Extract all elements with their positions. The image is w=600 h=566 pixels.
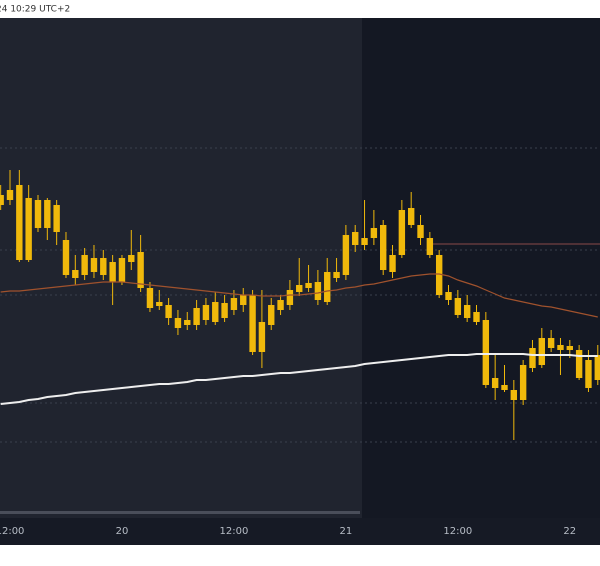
candle-body [361,238,368,245]
candle-body [454,298,462,315]
candle-body [296,285,303,292]
candle-body [16,185,23,260]
candle-body [352,232,359,245]
candle-body [435,255,443,295]
candle-body [230,298,238,310]
candle-body [90,258,98,272]
scrollbar [0,511,360,514]
candle-body [333,272,340,278]
candle-body [407,208,415,225]
candle-body [398,210,406,255]
candle-body [538,338,546,365]
candle-body [585,360,592,388]
plot-bg-right [362,18,600,518]
x-tick-label: 12:00 [443,526,472,537]
ma-line [0,353,598,405]
candle-body [491,378,499,388]
candle-body [240,295,247,305]
candle-body [184,320,191,325]
candle-body [594,355,600,380]
candle-body [109,262,116,282]
candle-body [118,258,126,282]
candle-body [156,302,163,306]
candle-body [575,350,583,378]
candle-body [128,255,135,262]
candle-body [44,200,51,228]
candle-body [221,303,228,318]
candle-body [25,198,32,260]
plot-bg-left [0,18,362,518]
candle-body [417,225,424,238]
header-bar [0,0,600,18]
candle-body [342,235,350,275]
x-tick-label: 12:00 [220,526,249,537]
candle-body [202,305,210,320]
candle-body [463,305,471,318]
candle-body [212,302,219,322]
candle-body [482,320,490,385]
candle-body [314,282,322,300]
candle-body [249,295,256,352]
candle-body [566,346,573,350]
candle-body [473,312,480,322]
candle-body [137,252,144,288]
candle-body [426,238,434,255]
candle-body [547,338,555,348]
candle-body [258,322,266,352]
candle-body [100,258,107,275]
candle-body [6,190,14,200]
candle-body [174,318,182,328]
candle-body [519,365,527,400]
candle-body [72,270,79,278]
candle-body [268,305,275,325]
candle-body [445,292,452,300]
candle-body [510,390,518,400]
candle-body [53,205,60,232]
x-tick-label: 22 [563,526,576,537]
candle-body [370,228,378,238]
header-text: 24 10:29 UTC+2 [0,5,70,15]
x-tick-label: 12:00 [0,526,24,537]
candle-body [0,195,4,205]
candle-body [324,272,331,302]
candle-body [165,305,172,318]
x-axis-bg [0,518,600,545]
candle-body [305,283,312,288]
candle-body [389,255,396,272]
candle-body [529,348,536,368]
candle-body [193,308,200,325]
candle-body [81,255,88,275]
candle-body [557,345,564,350]
candle-body [501,385,508,390]
candle-body [146,288,154,308]
candle-body [380,225,387,270]
candle-body [34,200,42,228]
candle-body [286,290,294,305]
x-tick-label: 20 [116,526,129,537]
candle-body [62,240,70,275]
candle-body [277,300,284,310]
ma-line [0,273,598,318]
x-tick-label: 21 [340,526,353,537]
